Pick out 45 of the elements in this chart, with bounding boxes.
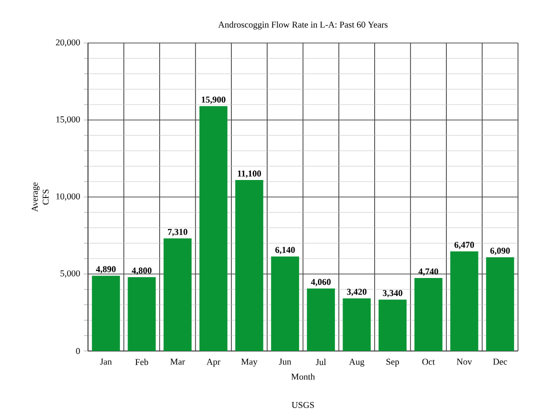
- bar: [92, 276, 120, 351]
- x-tick-label: Jan: [100, 358, 112, 365]
- y-tick-label: 10,000: [56, 193, 80, 201]
- x-tick-label: Jun: [279, 358, 292, 365]
- bar: [164, 238, 192, 351]
- data-label: 4,060: [310, 278, 331, 286]
- data-label: 6,140: [275, 246, 295, 254]
- x-tick-label: Oct: [422, 358, 435, 365]
- x-tick-label: Sep: [386, 358, 399, 367]
- bar: [235, 180, 264, 351]
- data-label: 4,740: [418, 268, 438, 276]
- data-label: 4,800: [132, 268, 152, 275]
- data-label: 15,900: [202, 96, 226, 104]
- bar: [306, 288, 335, 351]
- bar: [414, 278, 442, 351]
- data-label: 6,470: [454, 242, 474, 250]
- data-label: 3,420: [347, 288, 366, 296]
- x-axis-title: Month: [291, 373, 315, 380]
- y-tick-label: 20,000: [56, 39, 80, 47]
- y-tick-label: 0: [76, 348, 80, 354]
- x-tick-label: May: [241, 358, 258, 367]
- data-label: 11,100: [238, 170, 261, 178]
- y-tick-label: 5,000: [60, 270, 80, 278]
- x-tick-label: Feb: [135, 358, 148, 366]
- data-label: 7,310: [168, 228, 188, 236]
- text: USGS: [292, 402, 314, 408]
- bar: [342, 298, 371, 351]
- y-axis-title: Average CFS: [32, 182, 49, 212]
- data-label: 3,340: [382, 290, 402, 298]
- x-tick-label: Mar: [170, 358, 185, 365]
- x-tick-label: Dec: [493, 358, 508, 365]
- y-tick-label: 15,000: [56, 116, 80, 124]
- bar: [128, 277, 156, 351]
- chart-title: Androscoggin Flow Rate in L-A: Past 60 Years: [218, 21, 388, 30]
- data-label: 6,090: [490, 248, 510, 256]
- x-tick-label: Jul: [316, 358, 326, 366]
- x-tick-label: Aug: [349, 358, 364, 367]
- x-tick-label: Apr: [206, 358, 220, 367]
- data-label: 4,890: [96, 266, 116, 274]
- x-tick-label: Nov: [456, 358, 472, 365]
- bar: [450, 251, 478, 351]
- bar: [199, 106, 228, 351]
- bar: [271, 256, 300, 351]
- bar: [486, 257, 514, 351]
- bar: [378, 300, 407, 351]
